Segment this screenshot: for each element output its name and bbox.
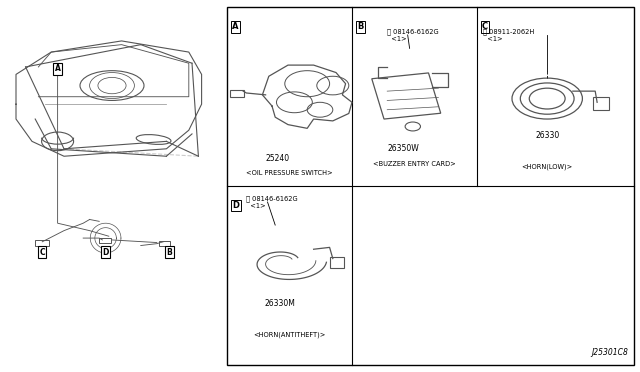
Text: A: A <box>54 64 61 73</box>
Text: D: D <box>232 201 239 210</box>
Text: 26330: 26330 <box>535 131 559 140</box>
Text: C: C <box>482 22 488 31</box>
Text: <BUZZER ENTRY CARD>: <BUZZER ENTRY CARD> <box>373 161 456 167</box>
Bar <box>227 7 634 365</box>
Text: Ⓑ 08146-6162G
  <1>: Ⓑ 08146-6162G <1> <box>246 195 298 209</box>
Bar <box>372 73 441 119</box>
Text: <HORN(ANTITHEFT)>: <HORN(ANTITHEFT)> <box>253 331 326 338</box>
Text: <HORN(LOW)>: <HORN(LOW)> <box>522 163 573 170</box>
Text: A: A <box>232 22 239 31</box>
Bar <box>35 240 49 246</box>
Text: 25240: 25240 <box>266 154 290 163</box>
Text: B: B <box>357 22 364 31</box>
Bar <box>330 257 344 268</box>
Bar <box>593 97 609 110</box>
Text: Ⓝ 08911-2062H
  <1>: Ⓝ 08911-2062H <1> <box>483 28 534 42</box>
Bar <box>230 90 244 97</box>
Text: D: D <box>102 248 109 257</box>
Text: J25301C8: J25301C8 <box>591 348 628 357</box>
Text: <OIL PRESSURE SWITCH>: <OIL PRESSURE SWITCH> <box>246 170 333 176</box>
Text: 26330M: 26330M <box>264 299 295 308</box>
Text: C: C <box>40 248 45 257</box>
Text: Ⓑ 08146-6162G
  <1>: Ⓑ 08146-6162G <1> <box>387 28 439 42</box>
Text: B: B <box>167 248 172 257</box>
Bar <box>159 241 170 246</box>
Text: 26350W: 26350W <box>388 144 420 153</box>
Bar <box>99 238 111 243</box>
